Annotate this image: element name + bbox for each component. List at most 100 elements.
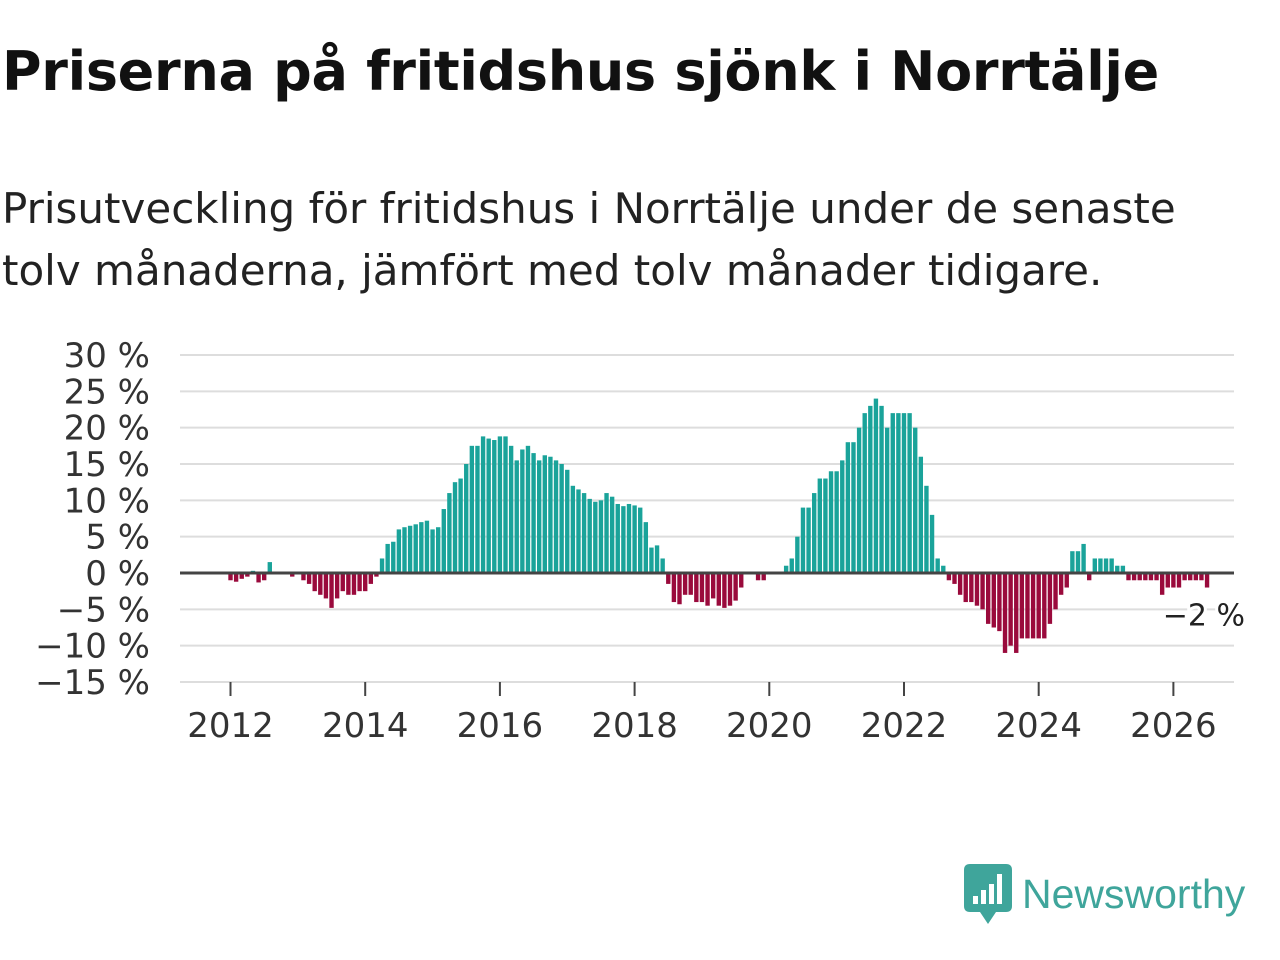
x-axis: 2012 2014 2016 2018 2020 2022 2024 2026 [180, 571, 1234, 746]
bar [1199, 573, 1204, 581]
bar [1081, 543, 1086, 573]
bar [980, 573, 985, 610]
bar [1014, 573, 1019, 653]
bar [525, 445, 531, 573]
bar [851, 442, 856, 573]
bar [447, 493, 452, 573]
bar [840, 460, 845, 573]
y-axis: 30 %25 %20 %15 %10 %5 %0 %−5 %−10 %−15 % [35, 336, 150, 703]
bar [632, 505, 637, 573]
bar [514, 460, 519, 573]
bar [896, 413, 901, 573]
bar [974, 573, 980, 606]
bar [1204, 573, 1210, 588]
bar [621, 506, 626, 573]
bar [1159, 573, 1165, 595]
bar [391, 541, 396, 573]
y-tick-label: 20 % [64, 409, 150, 449]
bar [1042, 573, 1047, 639]
bar [548, 456, 553, 573]
bar [727, 573, 733, 606]
bar [357, 573, 362, 592]
bar [290, 573, 295, 577]
bar [924, 485, 929, 573]
bar [1008, 573, 1013, 646]
bar [407, 525, 413, 573]
bar [733, 573, 738, 601]
bar [245, 573, 250, 577]
bar [694, 573, 699, 603]
bar [559, 464, 564, 573]
y-tick-label: 5 % [85, 518, 150, 558]
bar [1188, 573, 1193, 581]
bar [1025, 573, 1030, 639]
bar [957, 573, 963, 595]
bar [598, 500, 604, 573]
bar [587, 498, 592, 573]
bar [1030, 573, 1036, 639]
bar [379, 558, 385, 573]
bar [239, 573, 244, 579]
bar [710, 573, 716, 599]
bar [1103, 558, 1109, 573]
bar [671, 573, 677, 603]
bar [823, 478, 828, 573]
bar [722, 573, 727, 608]
bar-chart: 30 %25 %20 %15 %10 %5 %0 %−5 %−10 %−15 %… [35, 336, 1248, 746]
annotations: −2 % [1160, 596, 1248, 637]
bar [497, 436, 503, 573]
bar [845, 442, 851, 573]
bar [503, 436, 508, 573]
bars [228, 398, 1210, 653]
bar [699, 573, 705, 603]
bar [682, 573, 688, 595]
bar [486, 438, 491, 573]
bar [946, 573, 952, 581]
x-tick-label: 2020 [726, 706, 813, 746]
bar [1131, 573, 1137, 581]
bar [374, 573, 379, 577]
bar [1098, 558, 1103, 573]
bar [323, 573, 329, 599]
bar [1176, 573, 1182, 588]
bar [1115, 565, 1120, 573]
bar [1126, 573, 1131, 581]
y-tick-label: −10 % [35, 627, 150, 667]
bar [1058, 573, 1064, 595]
bar [1171, 573, 1176, 588]
bar [419, 522, 424, 573]
bar [1143, 573, 1148, 581]
newsworthy-logo: Newsworthy [962, 862, 1245, 926]
bar [868, 405, 873, 573]
bar [649, 547, 654, 573]
bar [997, 573, 1002, 632]
bar [688, 573, 693, 595]
bar [233, 573, 239, 582]
y-tick-label: −5 % [57, 590, 150, 630]
bar [862, 413, 867, 573]
bar [783, 565, 789, 573]
bar [789, 558, 794, 573]
y-tick-label: 0 % [85, 554, 150, 594]
bar [334, 573, 340, 599]
bar [812, 493, 817, 573]
bar [1092, 558, 1097, 573]
bar [424, 520, 430, 573]
bar [1019, 573, 1025, 639]
last-value-label: −2 % [1163, 599, 1245, 634]
bar [346, 573, 351, 595]
y-tick-label: 25 % [64, 372, 150, 412]
x-tick-label: 2016 [457, 706, 544, 746]
bar [593, 501, 598, 573]
bar [739, 573, 744, 588]
bar [385, 543, 390, 573]
bar [795, 536, 800, 573]
bar [1053, 573, 1058, 610]
bar [654, 545, 660, 573]
bar [884, 427, 890, 573]
bar [1137, 573, 1142, 581]
bar [458, 478, 463, 573]
bar [901, 413, 907, 573]
bar [306, 573, 312, 584]
bar [363, 573, 368, 592]
